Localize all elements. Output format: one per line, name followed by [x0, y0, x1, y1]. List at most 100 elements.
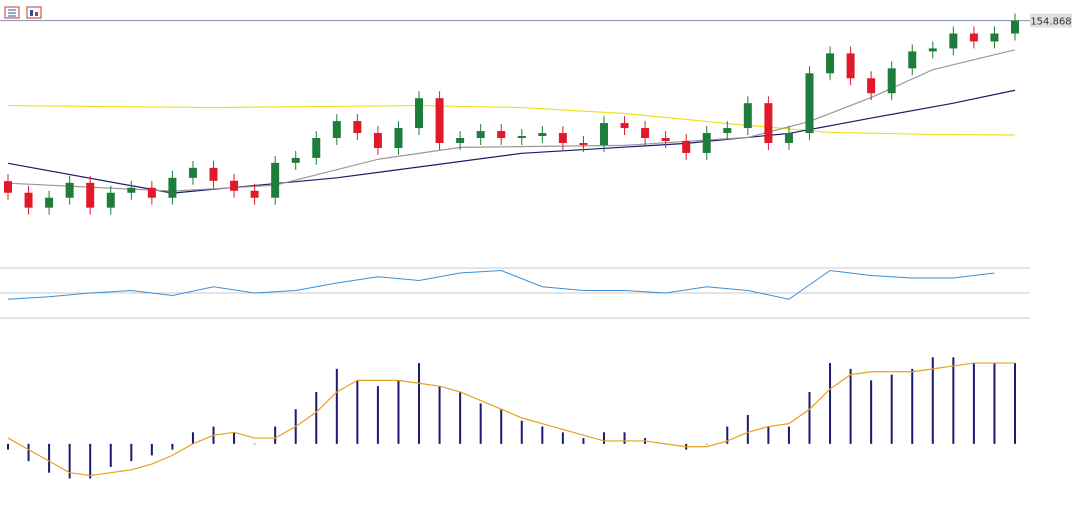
macd-bar — [27, 443, 30, 462]
candle-body — [867, 78, 876, 94]
candle-body — [86, 182, 95, 208]
macd-bar — [89, 443, 92, 479]
macd-bar — [767, 426, 770, 444]
candle-body — [188, 167, 197, 178]
candle-body — [846, 53, 855, 79]
candle-body — [456, 138, 465, 143]
candle-body — [558, 133, 567, 143]
macd-bar — [890, 374, 893, 444]
candle-body — [271, 162, 280, 198]
candle-body — [394, 128, 403, 148]
macd-bar — [397, 380, 400, 444]
candle-body — [949, 33, 958, 49]
macd-bar — [315, 391, 318, 444]
candle-body — [620, 123, 629, 129]
candle-body — [599, 123, 608, 145]
candle-body — [168, 177, 177, 198]
macd-bar — [233, 432, 236, 444]
candle-body — [928, 48, 937, 52]
macd-bar — [335, 368, 338, 444]
macd-bar — [561, 432, 564, 444]
candle-body — [373, 133, 382, 148]
candle-body — [332, 121, 341, 139]
candle-body — [969, 33, 978, 42]
macd-bar — [787, 426, 790, 444]
macd-bar — [952, 357, 955, 444]
toolbar-icon-bar — [35, 12, 38, 16]
macd-bar — [459, 391, 462, 444]
candle-body — [312, 138, 321, 158]
candle-body — [209, 167, 218, 181]
candle-body — [661, 138, 670, 141]
macd-bar — [479, 403, 482, 444]
candle-body — [45, 197, 54, 208]
rsi-line — [7, 269, 995, 300]
macd-bar — [191, 432, 194, 444]
candle-body — [4, 181, 12, 193]
macd-bar — [849, 368, 852, 444]
candle-body — [230, 180, 239, 191]
price-label: 154.868 — [1030, 17, 1071, 28]
macd-bar — [7, 443, 9, 450]
macd-bar — [376, 386, 379, 444]
macd-bar — [253, 443, 256, 445]
candle-body — [682, 140, 691, 153]
candle-body — [743, 103, 752, 129]
candle-body — [990, 33, 999, 42]
macd-bar — [972, 363, 975, 444]
macd-bar — [911, 368, 914, 444]
macd-bar — [808, 391, 811, 444]
macd-bar — [356, 380, 359, 444]
toolbar-icon[interactable] — [26, 6, 42, 19]
candle-body — [887, 68, 896, 94]
candle-body — [106, 192, 115, 208]
moving-average — [7, 49, 1016, 192]
macd-bar — [438, 386, 441, 444]
candle-body — [1011, 20, 1019, 34]
candle-body — [24, 192, 33, 208]
signal-line — [7, 362, 1015, 477]
macd-bar — [705, 443, 708, 445]
macd-bar — [582, 438, 585, 444]
candle-body — [805, 73, 814, 134]
candle-body — [702, 133, 711, 153]
candle-body — [353, 121, 362, 134]
candle-body — [764, 103, 773, 143]
macd-bar — [829, 363, 832, 444]
macd-bar — [520, 420, 523, 444]
macd-bar — [500, 409, 503, 444]
macd-bar — [623, 432, 626, 444]
candle-body — [908, 51, 917, 69]
macd-bar — [1014, 363, 1016, 444]
candle-body — [127, 187, 136, 193]
candle-body — [641, 128, 650, 139]
candle-body — [415, 98, 424, 129]
candle-body — [784, 133, 793, 143]
candle-body — [826, 53, 835, 74]
macd-bar — [870, 380, 873, 444]
macd-bar — [931, 357, 934, 444]
candle-body — [538, 133, 547, 137]
macd-bar — [993, 363, 996, 444]
toolbar-icon-bar — [30, 10, 33, 16]
macd-bar — [48, 443, 51, 473]
toolbar[interactable] — [4, 6, 42, 19]
moving-average — [7, 104, 1016, 136]
macd-bar — [746, 415, 749, 444]
candle-body — [517, 136, 526, 139]
macd-bar — [274, 426, 277, 444]
candle-body — [435, 98, 444, 143]
candle-body — [579, 142, 588, 145]
candle-body — [147, 187, 156, 198]
macd-bar — [171, 443, 174, 450]
macd-bar — [68, 443, 71, 479]
macd-bar — [150, 443, 153, 456]
candle-body — [250, 190, 259, 198]
candle-body — [723, 128, 732, 134]
macd-bar — [109, 443, 112, 467]
macd-bar — [418, 363, 421, 444]
macd-bar — [130, 443, 133, 462]
macd-bar — [541, 426, 544, 444]
candle-body — [497, 131, 506, 139]
